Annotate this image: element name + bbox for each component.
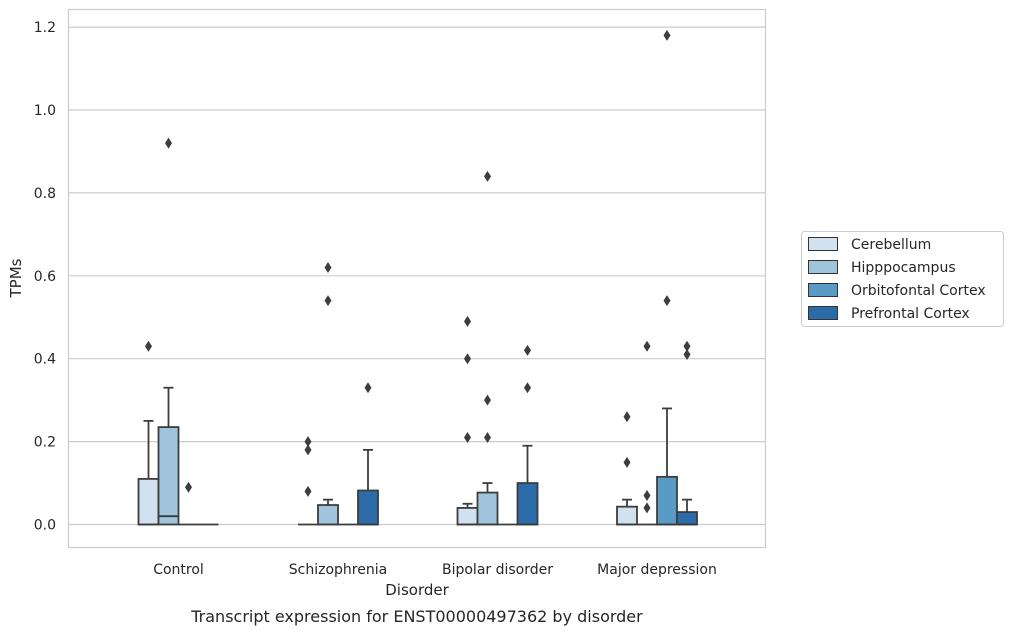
box-body bbox=[456, 507, 479, 526]
box-body bbox=[357, 489, 379, 526]
chart-caption: Transcript expression for ENST0000049736… bbox=[190, 607, 643, 626]
outlier-point bbox=[464, 315, 471, 327]
box-cerebellum-control bbox=[137, 340, 160, 526]
outlier-point bbox=[165, 137, 172, 149]
box-prefrontal-cortex-major-depression bbox=[676, 340, 698, 526]
box-prefrontal-cortex-bipolar-disorder bbox=[516, 344, 539, 526]
y-tick-labels: 0.0 0.2 0.4 0.6 0.8 1.0 1.2 bbox=[34, 20, 56, 533]
outlier-point bbox=[304, 436, 312, 448]
outlier-point bbox=[464, 353, 471, 365]
x-axis-label: Disorder bbox=[385, 581, 449, 599]
outlier-point bbox=[683, 349, 691, 361]
box-body bbox=[516, 482, 539, 526]
legend-swatch-orbitofrontal bbox=[808, 283, 838, 297]
box-hipppocampus-schizophrenia bbox=[317, 262, 339, 526]
y-tick-label-0-8: 0.8 bbox=[34, 186, 56, 202]
outlier-point bbox=[663, 295, 671, 307]
outlier-point bbox=[663, 29, 671, 41]
outlier-point bbox=[484, 431, 491, 443]
box-hipppocampus-control bbox=[157, 137, 180, 526]
box-body bbox=[137, 478, 160, 526]
x-tick-labels: Control Schizophrenia Bipolar disorder Majo… bbox=[153, 562, 717, 578]
box-series bbox=[137, 29, 698, 526]
box-body bbox=[317, 504, 339, 526]
outlier-point bbox=[484, 170, 491, 182]
y-tick-label-0-4: 0.4 bbox=[34, 352, 56, 368]
box-cerebellum-schizophrenia bbox=[298, 436, 318, 526]
legend-swatch-prefrontal bbox=[808, 306, 838, 320]
outlier-point bbox=[524, 382, 531, 394]
x-tick-label-schizophrenia: Schizophrenia bbox=[289, 562, 387, 578]
legend: Cerebellum Hipppocampus Orbitofontal Cor… bbox=[801, 231, 1004, 327]
x-tick-label-major-depression: Major depression bbox=[597, 562, 717, 578]
x-tick-label-control: Control bbox=[153, 562, 204, 578]
y-tick-label-1-2: 1.2 bbox=[34, 20, 56, 36]
outlier-point bbox=[643, 340, 651, 352]
legend-label-prefrontal: Prefrontal Cortex bbox=[851, 306, 970, 322]
y-tick-label-0-2: 0.2 bbox=[34, 435, 56, 451]
legend-frame bbox=[801, 231, 1004, 327]
box-body bbox=[476, 491, 499, 526]
box-prefrontal-cortex-schizophrenia bbox=[357, 382, 379, 526]
legend-label-cerebellum: Cerebellum bbox=[851, 237, 931, 253]
legend-label-hippocampus: Hipppocampus bbox=[851, 260, 956, 276]
legend-label-orbitofrontal: Orbitofontal Cortex bbox=[851, 283, 986, 299]
box-body bbox=[616, 505, 638, 526]
outlier-point bbox=[623, 456, 631, 468]
x-tick-label-bipolar-disorder: Bipolar disorder bbox=[442, 562, 553, 578]
outlier-point bbox=[185, 481, 192, 493]
outlier-point bbox=[643, 489, 651, 501]
outlier-point bbox=[484, 394, 491, 406]
box-body bbox=[157, 426, 180, 526]
outlier-point bbox=[304, 444, 312, 456]
outlier-point bbox=[464, 431, 471, 443]
y-tick-label-1-0: 1.0 bbox=[34, 103, 56, 119]
outlier-point bbox=[324, 262, 332, 274]
outlier-point bbox=[304, 485, 312, 497]
box-body bbox=[676, 511, 698, 526]
outlier-point bbox=[524, 344, 531, 356]
legend-swatch-hippocampus bbox=[808, 260, 838, 274]
outlier-point bbox=[683, 340, 691, 352]
outlier-point bbox=[145, 340, 152, 352]
box-body bbox=[656, 475, 678, 526]
legend-swatch-cerebellum bbox=[808, 237, 838, 251]
box-orbitofontal-cortex-major-depression bbox=[656, 29, 678, 526]
outlier-point bbox=[623, 411, 631, 423]
grid-lines bbox=[68, 26, 766, 526]
box-orbitofontal-cortex-control bbox=[178, 481, 199, 526]
y-tick-label-0-0: 0.0 bbox=[34, 518, 56, 534]
box-hipppocampus-major-depression bbox=[637, 340, 657, 526]
outlier-point bbox=[643, 502, 651, 514]
y-tick-label-0-6: 0.6 bbox=[34, 269, 56, 285]
plot-frame bbox=[67, 8, 767, 549]
outlier-point bbox=[324, 295, 332, 307]
box-cerebellum-major-depression bbox=[616, 411, 638, 526]
box-hipppocampus-bipolar-disorder bbox=[476, 170, 499, 526]
box-cerebellum-bipolar-disorder bbox=[456, 315, 479, 526]
y-axis-label: TPMs bbox=[7, 258, 25, 298]
outlier-point bbox=[364, 382, 372, 394]
